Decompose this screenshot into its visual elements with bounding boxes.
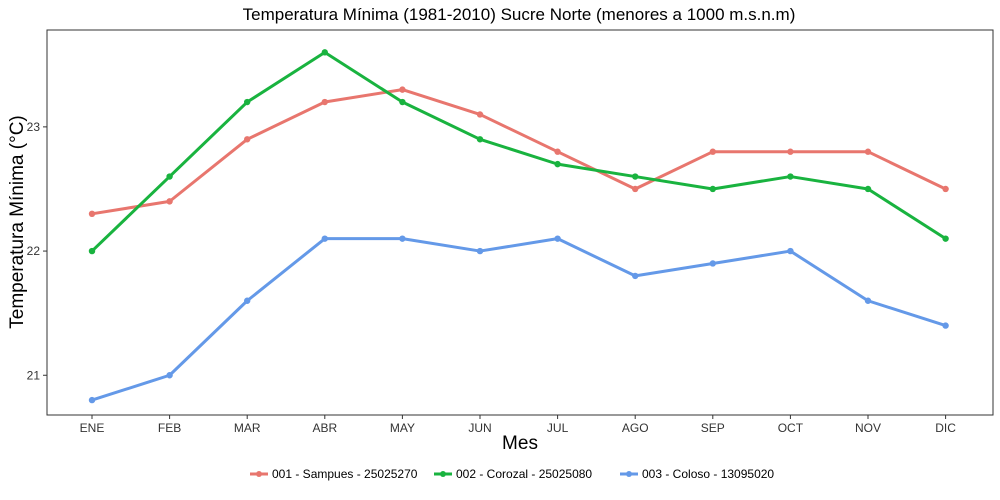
x-axis: ENE FEB MAR ABR MAY JUN JUL AGO SEP OCT NOV DIC	[80, 415, 956, 435]
legend-label: 001 - Sampues - 25025270	[272, 467, 418, 481]
data-point	[632, 173, 639, 180]
y-tick-label: 21	[27, 368, 41, 382]
y-axis: 21 22 23	[27, 120, 47, 382]
data-point	[942, 185, 949, 193]
y-tick-label: 23	[27, 120, 41, 134]
data-point	[166, 173, 173, 180]
legend-key-point	[256, 471, 262, 477]
data-point	[787, 173, 794, 180]
data-point	[787, 247, 794, 255]
chart-title: Temperatura Mínima (1981-2010) Sucre Nor…	[243, 5, 796, 24]
data-point	[244, 136, 251, 143]
x-tick-label: JUL	[547, 421, 569, 435]
data-point	[864, 148, 872, 155]
data-point	[864, 297, 872, 304]
data-point	[632, 185, 639, 193]
x-tick-label: ENE	[80, 421, 105, 435]
x-tick-label: SEP	[701, 421, 725, 435]
data-point	[554, 235, 561, 242]
data-point	[399, 98, 406, 106]
data-point	[88, 210, 96, 218]
legend-key-point	[440, 471, 446, 477]
x-tick-label: JUN	[468, 421, 491, 435]
data-point	[709, 260, 716, 267]
data-point	[942, 322, 949, 329]
x-tick-label: ABR	[312, 421, 337, 435]
series-line-2	[90, 50, 948, 253]
x-tick-label: OCT	[778, 421, 804, 435]
x-tick-label: AGO	[622, 421, 649, 435]
data-point	[321, 235, 328, 242]
legend-label: 002 - Corozal - 25025080	[456, 467, 592, 481]
data-point	[864, 185, 872, 193]
x-axis-title: Mes	[502, 433, 538, 454]
data-point	[88, 247, 96, 255]
data-point	[244, 98, 251, 106]
data-point	[166, 372, 173, 379]
series-line-3	[90, 237, 948, 402]
data-point	[399, 235, 406, 242]
x-tick-label: FEB	[158, 421, 181, 435]
data-point	[476, 247, 484, 255]
x-tick-label: NOV	[855, 421, 881, 435]
data-point	[709, 185, 716, 193]
plot-area	[46, 29, 994, 416]
data-point	[88, 396, 96, 404]
series-line-1	[90, 88, 948, 216]
data-point	[787, 148, 794, 155]
series-layer	[88, 49, 949, 404]
x-tick-label: MAR	[234, 421, 261, 435]
x-tick-label: DIC	[935, 421, 956, 435]
x-tick-label: MAY	[390, 421, 415, 435]
legend-label: 003 - Coloso - 13095020	[642, 467, 774, 481]
data-point	[244, 297, 251, 304]
data-point	[709, 148, 716, 155]
data-point	[321, 49, 328, 56]
data-point	[554, 160, 561, 168]
y-axis-title: Temperatura Mínima (°C)	[7, 115, 28, 328]
y-tick-label: 22	[27, 244, 41, 258]
data-point	[321, 98, 328, 106]
data-point	[942, 235, 949, 242]
data-point	[554, 148, 561, 155]
data-point	[476, 136, 484, 143]
data-point	[399, 86, 406, 93]
data-point	[166, 198, 173, 205]
data-point	[632, 272, 639, 280]
legend: 001 - Sampues - 25025270 002 - Corozal - …	[250, 467, 774, 481]
data-point	[476, 111, 484, 118]
legend-key-point	[626, 471, 632, 477]
